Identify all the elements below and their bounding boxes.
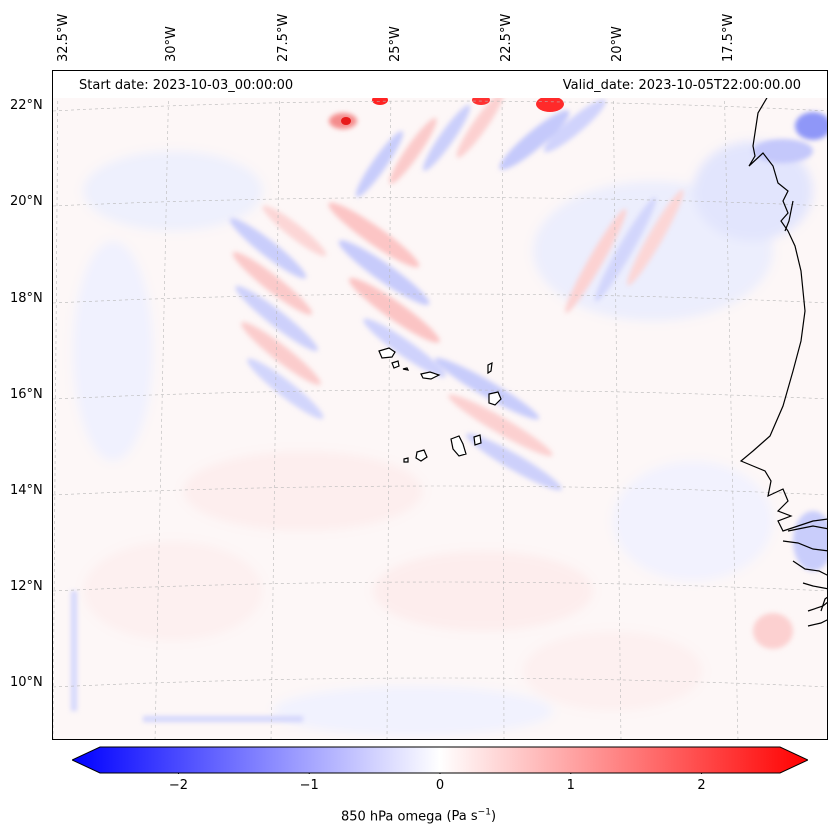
- lat-label-16n: 16°N: [10, 387, 43, 402]
- island-fogo: [415, 449, 428, 462]
- map-header-bar: Start date: 2023-10-03_00:00:00 Valid_da…: [53, 71, 827, 98]
- omega-wave-streaks: [71, 91, 827, 722]
- lon-label-27-5w: 27.5°W: [276, 13, 291, 62]
- omega-colorbar: [72, 746, 808, 774]
- island-santa-luzia: [402, 367, 410, 371]
- lon-label-17-5w: 17.5°W: [721, 13, 736, 62]
- lat-label-14n: 14°N: [10, 483, 43, 498]
- lon-label-22-5w: 22.5°W: [499, 13, 514, 62]
- graticule: [53, 71, 827, 739]
- lat-label-22n: 22°N: [10, 98, 43, 113]
- lat-label-12n: 12°N: [10, 579, 43, 594]
- lat-label-20n: 20°N: [10, 194, 43, 209]
- omega-field-map: [53, 71, 827, 739]
- lon-label-20w: 20°W: [610, 26, 625, 62]
- lat-label-18n: 18°N: [10, 291, 43, 306]
- colorbar-tick-label: −2: [168, 778, 189, 793]
- lon-label-30w: 30°W: [164, 26, 179, 62]
- start-date-label: Start date: 2023-10-03_00:00:00: [79, 78, 294, 93]
- island-brava: [403, 457, 409, 463]
- colorbar-variable: 850 hPa omega: [340, 809, 443, 825]
- island-boa-vista: [488, 391, 502, 406]
- africa-coastline: [739, 71, 827, 627]
- colorbar-units: (Pa s−1): [446, 808, 497, 825]
- colorbar-tick-label: −1: [299, 778, 319, 793]
- colorbar-tick-label: 2: [697, 778, 706, 793]
- island-maio: [473, 434, 482, 446]
- colorbar-label: 850 hPa omega (Pa s−1): [0, 808, 837, 824]
- valid-date-label: Valid_date: 2023-10-05T22:00:00.00: [562, 78, 801, 93]
- island-sao-vicente: [391, 360, 400, 369]
- omega-field-background: [53, 71, 827, 739]
- colorbar-tickmarks: [177, 773, 703, 774]
- lat-label-10n: 10°N: [10, 675, 43, 690]
- island-sao-nicolau: [420, 371, 441, 380]
- island-santiago: [450, 435, 467, 457]
- map-panel: Start date: 2023-10-03_00:00:00 Valid_da…: [52, 70, 828, 740]
- lon-label-32-5w: 32.5°W: [56, 13, 71, 62]
- colorbar-tick-label: 0: [435, 778, 445, 793]
- colorbar-tick-label: 1: [566, 778, 575, 793]
- island-santo-antao: [378, 347, 396, 359]
- colorbar-gradient: [72, 746, 808, 774]
- island-sal: [487, 361, 493, 375]
- lon-label-25w: 25°W: [388, 26, 403, 62]
- cape-verde-islands: [378, 347, 502, 463]
